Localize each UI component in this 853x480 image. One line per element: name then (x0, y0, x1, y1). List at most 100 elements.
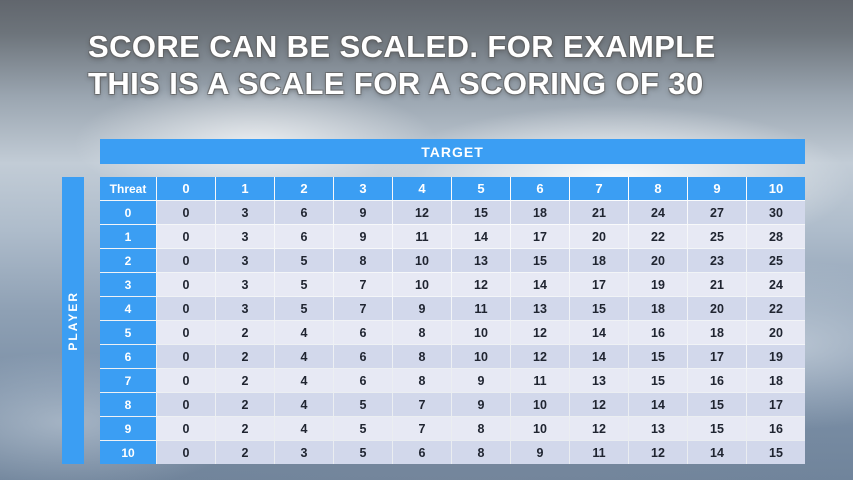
score-cell-r2-c5: 13 (452, 249, 510, 272)
score-cell-r0-c6: 18 (511, 201, 569, 224)
score-cell-r8-c10: 17 (747, 393, 805, 416)
score-cell-r3-c0: 0 (157, 273, 215, 296)
score-cell-r8-c6: 10 (511, 393, 569, 416)
score-cell-r0-c5: 15 (452, 201, 510, 224)
score-cell-r6-c10: 19 (747, 345, 805, 368)
title-line-2: THIS IS A SCALE FOR A SCORING OF 30 (88, 66, 704, 102)
score-cell-r3-c5: 12 (452, 273, 510, 296)
score-cell-r5-c0: 0 (157, 321, 215, 344)
score-cell-r10-c0: 0 (157, 441, 215, 464)
player-header-label: PLAYER (66, 290, 80, 351)
score-cell-r8-c0: 0 (157, 393, 215, 416)
score-cell-r6-c0: 0 (157, 345, 215, 368)
score-cell-r1-c10: 28 (747, 225, 805, 248)
score-cell-r0-c9: 27 (688, 201, 746, 224)
score-cell-r3-c10: 24 (747, 273, 805, 296)
col-header-0: 0 (157, 177, 215, 200)
score-cell-r9-c6: 10 (511, 417, 569, 440)
score-cell-r10-c8: 12 (629, 441, 687, 464)
score-cell-r6-c6: 12 (511, 345, 569, 368)
score-cell-r8-c7: 12 (570, 393, 628, 416)
score-cell-r5-c3: 6 (334, 321, 392, 344)
score-cell-r8-c8: 14 (629, 393, 687, 416)
score-cell-r7-c6: 11 (511, 369, 569, 392)
score-cell-r9-c5: 8 (452, 417, 510, 440)
score-cell-r1-c7: 20 (570, 225, 628, 248)
score-cell-r1-c3: 9 (334, 225, 392, 248)
score-cell-r1-c5: 14 (452, 225, 510, 248)
score-cell-r4-c8: 18 (629, 297, 687, 320)
score-cell-r2-c2: 5 (275, 249, 333, 272)
score-cell-r7-c8: 15 (629, 369, 687, 392)
score-cell-r4-c4: 9 (393, 297, 451, 320)
score-cell-r0-c10: 30 (747, 201, 805, 224)
score-cell-r3-c9: 21 (688, 273, 746, 296)
score-cell-r9-c4: 7 (393, 417, 451, 440)
col-header-9: 9 (688, 177, 746, 200)
score-cell-r8-c4: 7 (393, 393, 451, 416)
score-cell-r0-c7: 21 (570, 201, 628, 224)
score-cell-r6-c7: 14 (570, 345, 628, 368)
score-cell-r7-c9: 16 (688, 369, 746, 392)
score-cell-r7-c0: 0 (157, 369, 215, 392)
score-cell-r6-c3: 6 (334, 345, 392, 368)
row-header-0: 0 (100, 201, 156, 224)
score-cell-r4-c1: 3 (216, 297, 274, 320)
col-header-5: 5 (452, 177, 510, 200)
score-cell-r7-c1: 2 (216, 369, 274, 392)
col-header-7: 7 (570, 177, 628, 200)
score-cell-r2-c8: 20 (629, 249, 687, 272)
score-cell-r4-c6: 13 (511, 297, 569, 320)
col-header-4: 4 (393, 177, 451, 200)
score-cell-r6-c4: 8 (393, 345, 451, 368)
score-cell-r4-c9: 20 (688, 297, 746, 320)
score-cell-r10-c6: 9 (511, 441, 569, 464)
score-cell-r4-c0: 0 (157, 297, 215, 320)
row-header-6: 6 (100, 345, 156, 368)
row-header-4: 4 (100, 297, 156, 320)
row-header-7: 7 (100, 369, 156, 392)
score-cell-r2-c3: 8 (334, 249, 392, 272)
score-cell-r3-c4: 10 (393, 273, 451, 296)
score-cell-r6-c8: 15 (629, 345, 687, 368)
score-cell-r10-c5: 8 (452, 441, 510, 464)
score-cell-r6-c9: 17 (688, 345, 746, 368)
score-cell-r0-c8: 24 (629, 201, 687, 224)
score-cell-r5-c7: 14 (570, 321, 628, 344)
score-cell-r0-c2: 6 (275, 201, 333, 224)
score-cell-r10-c9: 14 (688, 441, 746, 464)
col-header-6: 6 (511, 177, 569, 200)
score-cell-r9-c1: 2 (216, 417, 274, 440)
score-cell-r9-c0: 0 (157, 417, 215, 440)
score-cell-r4-c7: 15 (570, 297, 628, 320)
score-cell-r8-c5: 9 (452, 393, 510, 416)
score-cell-r0-c3: 9 (334, 201, 392, 224)
row-header-10: 10 (100, 441, 156, 464)
row-header-2: 2 (100, 249, 156, 272)
score-cell-r3-c2: 5 (275, 273, 333, 296)
score-cell-r2-c4: 10 (393, 249, 451, 272)
score-cell-r0-c0: 0 (157, 201, 215, 224)
score-cell-r5-c1: 2 (216, 321, 274, 344)
score-cell-r1-c1: 3 (216, 225, 274, 248)
score-cell-r1-c0: 0 (157, 225, 215, 248)
score-cell-r9-c3: 5 (334, 417, 392, 440)
score-cell-r5-c6: 12 (511, 321, 569, 344)
score-cell-r3-c8: 19 (629, 273, 687, 296)
score-cell-r10-c2: 3 (275, 441, 333, 464)
title-line-1: SCORE CAN BE SCALED. FOR EXAMPLE (88, 29, 716, 64)
player-header-bar: PLAYER (62, 177, 84, 464)
score-cell-r5-c2: 4 (275, 321, 333, 344)
score-cell-r1-c6: 17 (511, 225, 569, 248)
score-cell-r10-c7: 11 (570, 441, 628, 464)
score-cell-r4-c3: 7 (334, 297, 392, 320)
slide-title: SCORE CAN BE SCALED. FOR EXAMPLE THIS IS… (88, 28, 716, 102)
score-cell-r0-c4: 12 (393, 201, 451, 224)
score-cell-r0-c1: 3 (216, 201, 274, 224)
score-cell-r9-c8: 13 (629, 417, 687, 440)
threat-corner-cell: Threat (100, 177, 156, 200)
score-cell-r9-c10: 16 (747, 417, 805, 440)
score-cell-r2-c7: 18 (570, 249, 628, 272)
score-cell-r7-c3: 6 (334, 369, 392, 392)
